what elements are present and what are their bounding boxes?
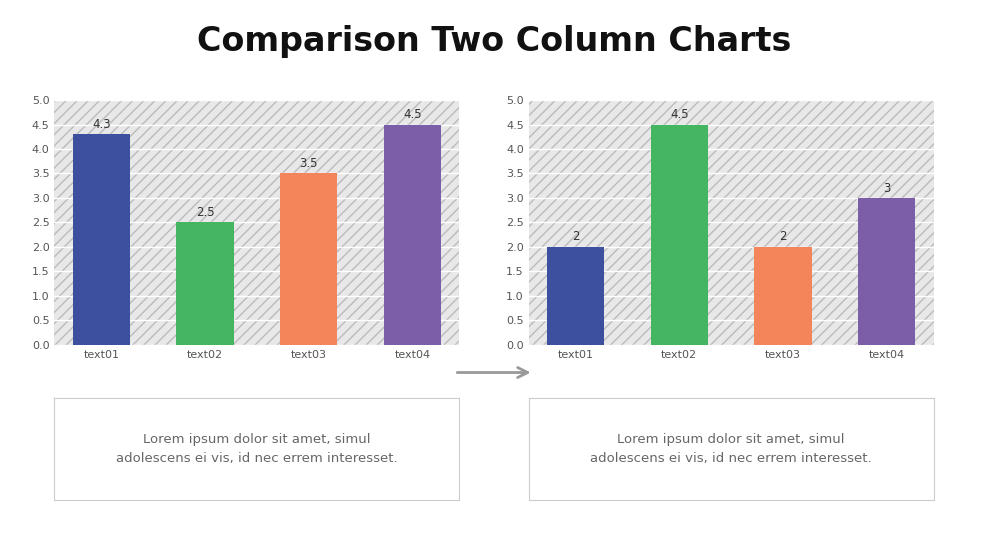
Text: Chart 02: Chart 02: [688, 364, 775, 381]
Bar: [529, 198, 934, 222]
Bar: [529, 100, 934, 345]
Bar: [529, 173, 934, 198]
Bar: [529, 125, 934, 149]
Text: 4.5: 4.5: [670, 108, 689, 121]
Bar: [529, 296, 934, 320]
Text: 2.5: 2.5: [196, 206, 214, 219]
Bar: [529, 247, 934, 271]
Bar: [54, 247, 459, 271]
Bar: [859, 198, 915, 345]
Bar: [54, 296, 459, 320]
Bar: [54, 198, 459, 222]
Bar: [54, 125, 459, 149]
Text: 2: 2: [572, 230, 579, 244]
Bar: [54, 149, 459, 173]
Bar: [529, 271, 934, 296]
Bar: [529, 149, 934, 173]
Bar: [529, 222, 934, 247]
Bar: [651, 125, 707, 345]
Text: 2: 2: [780, 230, 786, 244]
Bar: [54, 100, 459, 345]
Bar: [177, 222, 233, 345]
Text: 3: 3: [883, 181, 890, 195]
Bar: [73, 135, 129, 345]
Bar: [384, 125, 441, 345]
Text: 3.5: 3.5: [299, 157, 318, 170]
Bar: [529, 320, 934, 345]
Text: 4.3: 4.3: [92, 118, 111, 131]
Bar: [54, 222, 459, 247]
Text: Lorem ipsum dolor sit amet, simul
adolescens ei vis, id nec errem interesset.: Lorem ipsum dolor sit amet, simul adoles…: [590, 433, 872, 465]
Bar: [54, 320, 459, 345]
Bar: [54, 271, 459, 296]
Bar: [54, 100, 459, 125]
Bar: [529, 100, 934, 125]
Text: Comparison Two Column Charts: Comparison Two Column Charts: [197, 25, 791, 58]
Text: Lorem ipsum dolor sit amet, simul
adolescens ei vis, id nec errem interesset.: Lorem ipsum dolor sit amet, simul adoles…: [116, 433, 398, 465]
Bar: [281, 173, 337, 345]
Text: Chart 01: Chart 01: [213, 364, 300, 381]
Bar: [54, 173, 459, 198]
Bar: [755, 247, 811, 345]
Bar: [547, 247, 604, 345]
Text: 4.5: 4.5: [403, 108, 422, 121]
